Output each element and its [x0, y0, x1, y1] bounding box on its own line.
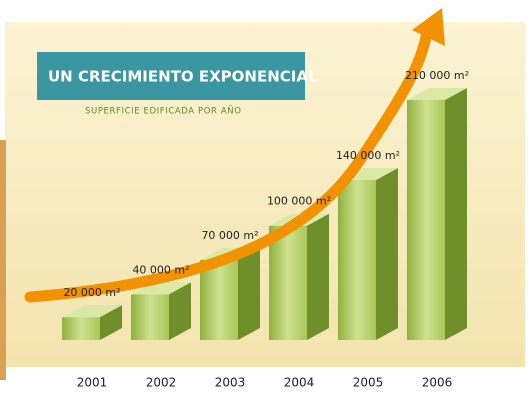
value-label: 100 000 m² — [267, 195, 331, 208]
x-tick-label: 2003 — [215, 376, 246, 390]
bar — [407, 100, 445, 340]
value-label: 210 000 m² — [405, 69, 469, 82]
bar — [200, 260, 238, 340]
value-label: 140 000 m² — [336, 149, 400, 162]
chart-title: UN CRECIMIENTO EXPONENCIAL — [48, 68, 318, 86]
x-tick-label: 2001 — [77, 376, 108, 390]
page: {"chart_data": {"type": "bar", "title": … — [0, 0, 530, 400]
x-tick-label: 2002 — [146, 376, 177, 390]
value-label: 70 000 m² — [201, 229, 258, 242]
x-tick-label: 2004 — [284, 376, 315, 390]
x-tick-label: 2005 — [353, 376, 384, 390]
bar — [269, 226, 307, 340]
x-tick-label: 2006 — [422, 376, 453, 390]
chart-subtitle: SUPERFICIE EDIFICADA POR AÑO — [85, 106, 242, 117]
bar — [338, 180, 376, 340]
chart: UN CRECIMIENTO EXPONENCIAL SUPERFICIE ED… — [0, 0, 530, 400]
bar-side — [445, 88, 467, 340]
bar — [62, 317, 100, 340]
bar-side — [307, 214, 329, 340]
bar — [131, 294, 169, 340]
bar-side — [376, 168, 398, 340]
edge — [0, 140, 6, 380]
value-label: 40 000 m² — [132, 263, 189, 276]
value-label: 20 000 m² — [63, 286, 120, 299]
bar-side — [238, 248, 260, 340]
